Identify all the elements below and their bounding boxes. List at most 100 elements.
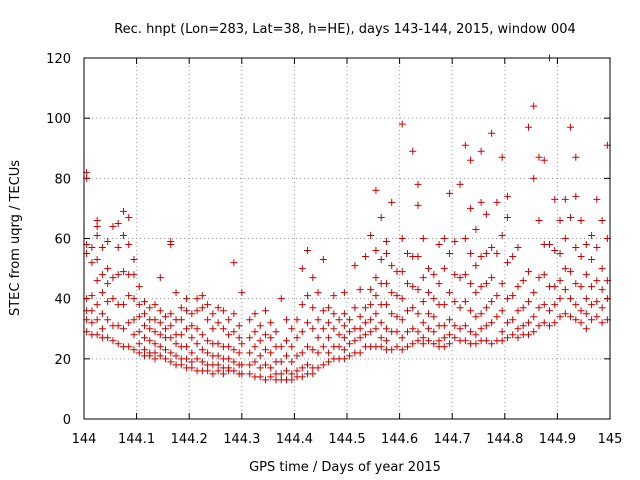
data-point [535, 216, 543, 224]
data-point [567, 268, 575, 276]
data-point [482, 210, 490, 218]
data-point [582, 271, 590, 279]
data-point [467, 156, 475, 164]
data-point [167, 322, 175, 330]
data-point [283, 337, 291, 345]
data-point [551, 195, 559, 203]
data-point [488, 319, 496, 327]
data-point [135, 349, 143, 357]
data-point [219, 325, 227, 333]
data-point [398, 120, 406, 128]
x-tick-label: 144.2 [171, 432, 208, 447]
data-point [419, 334, 427, 342]
data-point [598, 304, 606, 312]
data-point [398, 268, 406, 276]
data-point [467, 204, 475, 212]
data-point [140, 334, 148, 342]
data-point [135, 340, 143, 348]
data-point [588, 231, 596, 239]
x-tick-label: 144.8 [486, 432, 523, 447]
data-point [135, 301, 143, 309]
data-point [277, 343, 285, 351]
x-tick-label: 145 [598, 432, 623, 447]
data-point [430, 271, 438, 279]
data-point [146, 337, 154, 345]
data-point [256, 373, 264, 381]
data-point [261, 346, 269, 354]
data-point [304, 292, 312, 300]
data-point [130, 271, 138, 279]
data-point [177, 361, 185, 369]
data-point [514, 283, 522, 291]
data-point [114, 244, 122, 252]
data-point [319, 307, 327, 315]
data-point [88, 319, 96, 327]
data-point [130, 331, 138, 339]
data-point [130, 256, 138, 264]
data-point [535, 322, 543, 330]
x-tick-label: 144.5 [328, 432, 365, 447]
data-point [93, 256, 101, 264]
data-point [125, 319, 133, 327]
data-point [540, 271, 548, 279]
data-point [472, 331, 480, 339]
data-point [382, 337, 390, 345]
chart-title: Rec. hnpt (Lon=283, Lat=38, h=HE), days … [114, 22, 576, 37]
data-point [388, 346, 396, 354]
data-point [425, 325, 433, 333]
data-point [477, 198, 485, 206]
data-point [214, 352, 222, 360]
data-point [140, 346, 148, 354]
data-point [104, 265, 112, 273]
data-point [356, 286, 364, 294]
data-point [598, 265, 606, 273]
data-point [588, 316, 596, 324]
data-point [382, 238, 390, 246]
data-point [288, 358, 296, 366]
data-point [188, 364, 196, 372]
data-point [304, 319, 312, 327]
data-point [314, 364, 322, 372]
data-point [267, 334, 275, 342]
data-point [151, 328, 159, 336]
data-point [172, 289, 180, 297]
data-point [567, 123, 575, 131]
data-point [340, 355, 348, 363]
data-point [477, 147, 485, 155]
data-point [98, 244, 106, 252]
data-point [209, 370, 217, 378]
data-point [119, 207, 127, 215]
x-tick-label: 144.6 [381, 432, 418, 447]
data-point [567, 213, 575, 221]
data-point [572, 301, 580, 309]
data-point [340, 310, 348, 318]
data-point [151, 301, 159, 309]
data-point [277, 370, 285, 378]
data-point [177, 316, 185, 324]
data-point [482, 250, 490, 258]
data-point [456, 304, 464, 312]
data-point [251, 328, 259, 336]
data-point [446, 316, 454, 324]
data-point [188, 310, 196, 318]
data-point [388, 198, 396, 206]
data-point [488, 244, 496, 252]
data-point [477, 283, 485, 291]
data-point [125, 241, 133, 249]
data-point [340, 322, 348, 330]
data-point [319, 325, 327, 333]
data-point [425, 289, 433, 297]
data-point [351, 262, 359, 270]
data-point [472, 313, 480, 321]
data-point [419, 340, 427, 348]
data-point [335, 331, 343, 339]
data-point [472, 289, 480, 297]
data-point [238, 289, 246, 297]
data-point [225, 343, 233, 351]
data-point [498, 328, 506, 336]
data-point [503, 334, 511, 342]
data-point [446, 340, 454, 348]
data-point [261, 331, 269, 339]
data-point [430, 340, 438, 348]
data-point [93, 222, 101, 230]
